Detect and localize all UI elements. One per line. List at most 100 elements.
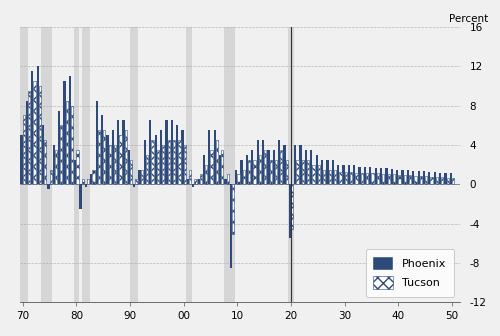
Bar [124, 130, 127, 184]
Bar [136, 179, 138, 184]
Bar [402, 170, 404, 184]
Bar [85, 184, 87, 187]
Bar [52, 145, 55, 184]
Bar [42, 27, 52, 302]
Bar [224, 27, 234, 302]
Bar [48, 184, 50, 189]
Bar [221, 150, 224, 184]
Bar [286, 160, 288, 184]
Bar [92, 170, 94, 184]
Bar [356, 172, 358, 184]
Bar [146, 155, 148, 184]
Bar [166, 120, 168, 184]
Bar [264, 150, 266, 184]
Bar [232, 184, 234, 234]
Bar [393, 174, 395, 184]
Bar [350, 172, 352, 184]
Bar [414, 176, 416, 184]
Bar [294, 145, 296, 184]
Bar [254, 160, 256, 184]
Bar [186, 27, 192, 302]
Bar [278, 140, 280, 184]
Bar [80, 184, 82, 209]
Bar [71, 106, 73, 184]
Bar [430, 177, 432, 184]
Bar [31, 71, 34, 184]
Bar [242, 170, 245, 184]
Bar [284, 145, 286, 184]
Bar [358, 167, 360, 184]
Bar [420, 176, 422, 184]
Bar [128, 150, 130, 184]
Bar [340, 172, 342, 184]
Bar [409, 175, 412, 184]
Bar [205, 165, 208, 184]
Bar [117, 120, 119, 184]
Bar [288, 184, 291, 239]
Bar [60, 125, 62, 184]
Bar [182, 130, 184, 184]
Bar [64, 81, 66, 184]
Bar [300, 145, 302, 184]
Bar [210, 150, 212, 184]
Bar [404, 175, 406, 184]
Bar [162, 145, 164, 184]
Bar [178, 140, 180, 184]
Bar [312, 165, 314, 184]
Bar [238, 174, 240, 184]
Bar [441, 177, 444, 184]
Bar [450, 172, 452, 184]
Bar [82, 27, 90, 302]
Bar [360, 172, 363, 184]
Bar [288, 27, 294, 302]
Bar [224, 179, 226, 184]
Bar [108, 145, 111, 184]
Bar [446, 178, 449, 184]
Bar [398, 175, 400, 184]
Bar [235, 170, 238, 184]
Bar [160, 130, 162, 184]
Bar [20, 135, 22, 184]
Bar [66, 101, 68, 184]
Bar [380, 168, 382, 184]
Bar [170, 120, 173, 184]
Bar [184, 145, 186, 184]
Bar [216, 140, 218, 184]
Bar [428, 172, 430, 184]
Bar [90, 174, 92, 184]
Bar [334, 170, 336, 184]
Bar [114, 145, 116, 184]
Bar [364, 167, 366, 184]
Bar [344, 172, 347, 184]
Bar [268, 150, 270, 184]
Bar [444, 172, 446, 184]
Bar [74, 160, 76, 184]
Bar [42, 125, 44, 184]
Text: Percent: Percent [450, 14, 488, 24]
Bar [149, 120, 152, 184]
Bar [39, 86, 41, 184]
Bar [280, 150, 282, 184]
Bar [122, 120, 124, 184]
Bar [248, 160, 250, 184]
Bar [133, 184, 136, 187]
Bar [230, 184, 232, 268]
Bar [68, 76, 71, 184]
Bar [425, 176, 428, 184]
Bar [219, 155, 221, 184]
Bar [176, 125, 178, 184]
Bar [55, 150, 57, 184]
Bar [369, 167, 372, 184]
Bar [251, 150, 254, 184]
Bar [112, 130, 114, 184]
Bar [390, 169, 393, 184]
Bar [157, 150, 159, 184]
Bar [189, 170, 192, 184]
Bar [307, 160, 310, 184]
Bar [28, 91, 30, 184]
Bar [337, 165, 340, 184]
Bar [226, 174, 229, 184]
Bar [348, 165, 350, 184]
Bar [138, 170, 140, 184]
Bar [291, 184, 293, 228]
